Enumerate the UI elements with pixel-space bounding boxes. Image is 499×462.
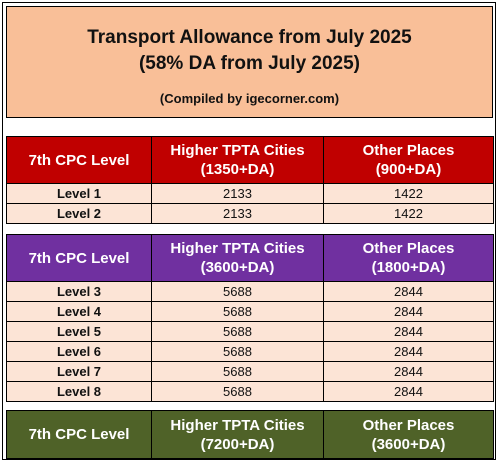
section-level-9: 7th CPC Level Higher TPTA Cities (7200+D… xyxy=(6,410,494,459)
compiled-by-note: (Compiled by igecorner.com) xyxy=(159,91,340,106)
row-higher: 5688 xyxy=(151,341,324,362)
header-other-label: Other Places xyxy=(362,416,455,434)
row-higher: 5688 xyxy=(151,321,324,342)
header-higher-rate: (7200+DA) xyxy=(200,435,275,453)
row-other: 2844 xyxy=(323,281,494,302)
header-higher-label: Higher TPTA Cities xyxy=(170,142,305,159)
header-level: 7th CPC Level xyxy=(6,234,152,282)
row-higher: 5688 xyxy=(151,361,324,382)
row-level: Level 4 xyxy=(6,301,152,322)
header-other-places: Other Places (1800+DA) xyxy=(323,234,494,282)
title-block: Transport Allowance from July 2025 (58% … xyxy=(6,6,493,118)
row-higher: 5688 xyxy=(151,381,324,402)
row-level: Level 3 xyxy=(6,281,152,302)
header-higher-cities: Higher TPTA Cities (7200+DA) xyxy=(151,410,324,459)
header-other-places: Other Places (3600+DA) xyxy=(323,410,494,459)
header-higher-label: Higher TPTA Cities xyxy=(170,240,305,257)
section-header: 7th CPC Level Higher TPTA Cities (1350+D… xyxy=(6,136,494,184)
row-level: Level 8 xyxy=(6,381,152,402)
row-higher: 2133 xyxy=(151,183,324,204)
table-row: Level 3 5688 2844 xyxy=(6,281,494,302)
page-title: Transport Allowance from July 2025 xyxy=(87,27,412,48)
header-other-rate: (900+DA) xyxy=(375,161,442,178)
header-other-rate: (3600+DA) xyxy=(371,435,446,453)
header-higher-rate: (1350+DA) xyxy=(200,161,275,178)
section-level-3-8: 7th CPC Level Higher TPTA Cities (3600+D… xyxy=(6,234,494,402)
row-other: 1422 xyxy=(323,203,494,224)
header-other-label: Other Places xyxy=(362,142,455,159)
table-row: Level 2 2133 1422 xyxy=(6,203,494,224)
row-higher: 2133 xyxy=(151,203,324,224)
section-level-1-2: 7th CPC Level Higher TPTA Cities (1350+D… xyxy=(6,136,494,224)
table-row: Level 5 5688 2844 xyxy=(6,321,494,342)
header-other-label: Other Places xyxy=(362,240,455,257)
section-header: 7th CPC Level Higher TPTA Cities (7200+D… xyxy=(6,410,494,459)
table-row: Level 7 5688 2844 xyxy=(6,361,494,382)
table-row: Level 8 5688 2844 xyxy=(6,381,494,402)
row-higher: 5688 xyxy=(151,301,324,322)
row-higher: 5688 xyxy=(151,281,324,302)
row-other: 1422 xyxy=(323,183,494,204)
section-header: 7th CPC Level Higher TPTA Cities (3600+D… xyxy=(6,234,494,282)
header-higher-label: Higher TPTA Cities xyxy=(170,416,305,434)
row-level: Level 1 xyxy=(6,183,152,204)
header-level: 7th CPC Level xyxy=(6,136,152,184)
row-level: Level 2 xyxy=(6,203,152,224)
header-other-places: Other Places (900+DA) xyxy=(323,136,494,184)
row-other: 2844 xyxy=(323,321,494,342)
row-level: Level 7 xyxy=(6,361,152,382)
header-other-rate: (1800+DA) xyxy=(371,259,446,276)
row-other: 2844 xyxy=(323,341,494,362)
table-row: Level 4 5688 2844 xyxy=(6,301,494,322)
row-level: Level 5 xyxy=(6,321,152,342)
row-other: 2844 xyxy=(323,301,494,322)
header-higher-cities: Higher TPTA Cities (1350+DA) xyxy=(151,136,324,184)
row-other: 2844 xyxy=(323,381,494,402)
row-other: 2844 xyxy=(323,361,494,382)
header-level: 7th CPC Level xyxy=(6,410,152,459)
row-level: Level 6 xyxy=(6,341,152,362)
table-row: Level 6 5688 2844 xyxy=(6,341,494,362)
header-higher-rate: (3600+DA) xyxy=(200,259,275,276)
header-higher-cities: Higher TPTA Cities (3600+DA) xyxy=(151,234,324,282)
table-row: Level 1 2133 1422 xyxy=(6,183,494,204)
page-subtitle: (58% DA from July 2025) xyxy=(138,53,361,74)
